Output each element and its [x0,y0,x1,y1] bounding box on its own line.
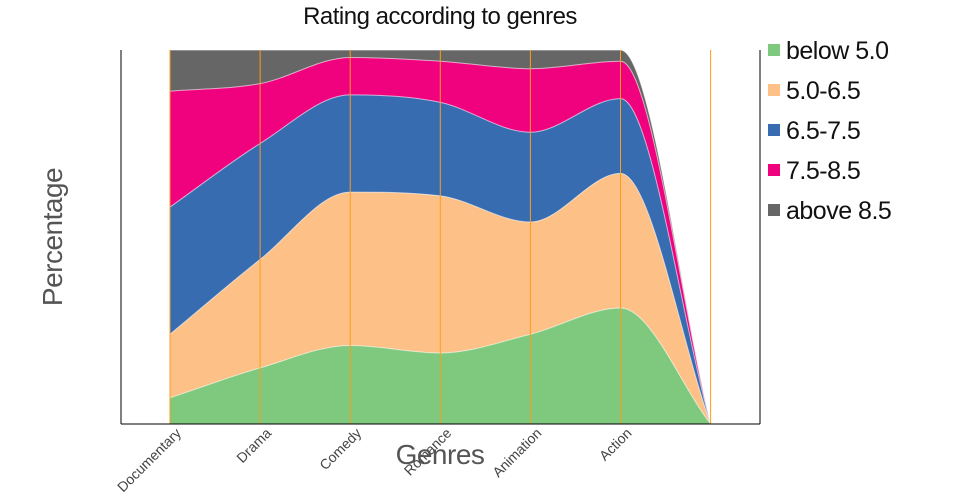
x-tick-label-documentary: Documentary [114,425,184,495]
x-tick-label-comedy: Comedy [316,425,364,473]
legend-swatch-1 [768,44,780,56]
legend-label-4: 7.5-8.5 [786,157,860,185]
x-tick-label-animation: Animation [489,425,544,480]
area-edge-5 [170,49,712,425]
x-axis-title: Genres [396,439,485,470]
legend-swatch-2 [768,84,780,96]
x-tick-labels: Documentary Drama Comedy Romance Animation Ac… [114,425,635,495]
legend-label-3: 6.5-7.5 [786,117,860,145]
x-tick-label-drama: Drama [233,425,274,466]
area-edge-3 [169,94,712,425]
legend-label-1: below 5.0 [786,37,889,65]
legend-label-5: above 8.5 [786,197,891,225]
area-edge-4 [169,56,712,425]
legend-swatch-3 [768,124,780,136]
y-axis-title: Percentage [37,168,68,306]
legend-label-2: 5.0-6.5 [786,77,860,105]
legend-swatch-5 [768,204,780,216]
legend-swatch-4 [768,164,780,176]
legend: below 5.0 5.0-6.5 6.5-7.5 7.5-8.5 above 8.5 [768,37,892,225]
chart-title: Rating according to genres [303,3,577,30]
x-tick-label-action: Action [596,425,635,464]
vertical-gridlines [169,50,712,424]
